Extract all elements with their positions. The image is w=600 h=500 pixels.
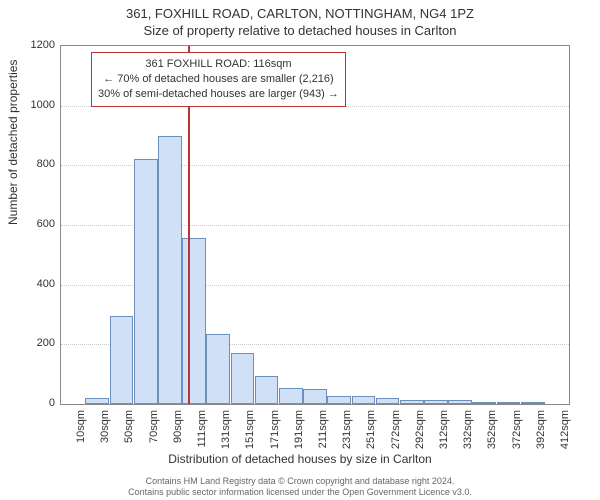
chart-footer: Contains HM Land Registry data © Crown c… [0, 476, 600, 498]
x-tick-label: 412sqm [559, 410, 571, 460]
histogram-bar [231, 353, 255, 404]
y-tick-label: 600 [15, 218, 55, 230]
y-tick-label: 1000 [15, 99, 55, 111]
x-tick-label: 372sqm [511, 410, 523, 460]
histogram-bar [400, 400, 424, 404]
x-tick-label: 30sqm [99, 410, 111, 460]
histogram-bar [497, 402, 521, 404]
annotation-line2: ← 70% of detached houses are smaller (2,… [98, 72, 339, 87]
x-tick-label: 231sqm [341, 410, 353, 460]
footer-line2: Contains public sector information licen… [0, 487, 600, 498]
reference-annotation: 361 FOXHILL ROAD: 116sqm ← 70% of detach… [91, 52, 346, 107]
x-tick-label: 70sqm [148, 410, 160, 460]
x-tick-label: 10sqm [75, 410, 87, 460]
x-tick-label: 332sqm [462, 410, 474, 460]
x-tick-label: 292sqm [414, 410, 426, 460]
y-tick-label: 800 [15, 158, 55, 170]
x-tick-label: 90sqm [172, 410, 184, 460]
chart-container: 361, FOXHILL ROAD, CARLTON, NOTTINGHAM, … [0, 0, 600, 500]
histogram-bar [521, 402, 545, 404]
histogram-bar [303, 389, 327, 404]
histogram-bar [110, 316, 134, 404]
y-tick-label: 200 [15, 337, 55, 349]
histogram-bar [182, 238, 206, 404]
x-tick-label: 111sqm [196, 410, 208, 460]
histogram-bar [424, 400, 448, 404]
x-tick-label: 191sqm [293, 410, 305, 460]
y-axis-label: Number of detached properties [6, 60, 20, 225]
x-tick-label: 131sqm [220, 410, 232, 460]
x-tick-label: 251sqm [365, 410, 377, 460]
histogram-bar [134, 159, 158, 404]
x-tick-label: 151sqm [244, 410, 256, 460]
y-tick-label: 0 [15, 397, 55, 409]
annotation-line1: 361 FOXHILL ROAD: 116sqm [98, 57, 339, 72]
histogram-bar [376, 398, 400, 404]
histogram-bar [206, 334, 230, 404]
histogram-bar [472, 402, 496, 404]
x-tick-label: 211sqm [317, 410, 329, 460]
histogram-bar [255, 376, 279, 404]
annotation-line3: 30% of semi-detached houses are larger (… [98, 87, 339, 102]
x-tick-label: 392sqm [535, 410, 547, 460]
chart-title-line1: 361, FOXHILL ROAD, CARLTON, NOTTINGHAM, … [0, 0, 600, 21]
plot-area: 361 FOXHILL ROAD: 116sqm ← 70% of detach… [60, 45, 570, 405]
histogram-bar [352, 396, 376, 404]
footer-line1: Contains HM Land Registry data © Crown c… [0, 476, 600, 487]
x-tick-label: 352sqm [486, 410, 498, 460]
histogram-bar [158, 136, 182, 405]
x-tick-label: 50sqm [123, 410, 135, 460]
y-tick-label: 1200 [15, 39, 55, 51]
histogram-bar [85, 398, 109, 404]
x-tick-label: 171sqm [269, 410, 281, 460]
histogram-bar [327, 396, 351, 404]
histogram-bar [448, 400, 472, 404]
x-tick-label: 312sqm [438, 410, 450, 460]
y-tick-label: 400 [15, 278, 55, 290]
histogram-bar [279, 388, 303, 404]
chart-title-line2: Size of property relative to detached ho… [0, 21, 600, 38]
x-tick-label: 272sqm [390, 410, 402, 460]
